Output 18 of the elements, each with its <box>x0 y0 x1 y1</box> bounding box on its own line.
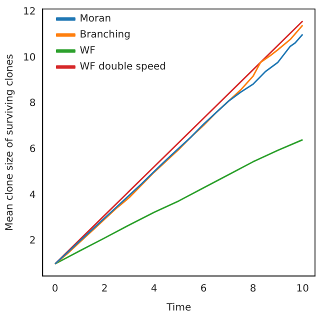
x-tick-label: 4 <box>150 284 158 295</box>
x-tick-label: 10 <box>296 284 309 295</box>
x-tick-label: 8 <box>250 284 256 295</box>
x-tick-label: 2 <box>101 284 108 295</box>
legend-label: WF <box>80 46 96 57</box>
y-tick-label: 12 <box>22 6 36 18</box>
x-tick-label: 0 <box>52 284 58 295</box>
legend-label: WF double speed <box>80 62 166 73</box>
legend-label: Branching <box>80 30 130 41</box>
legend-label: Moran <box>80 14 112 25</box>
y-tick-label: 8 <box>29 98 36 110</box>
y-tick-label: 10 <box>22 52 36 64</box>
y-tick-label: 4 <box>29 190 36 201</box>
x-axis-title: Time <box>166 302 192 314</box>
y-axis-title: Mean clone size of surviving clones <box>4 54 16 231</box>
y-tick-label: 6 <box>29 144 36 155</box>
x-tick-label: 6 <box>200 284 207 295</box>
y-tick-label: 2 <box>29 236 36 247</box>
